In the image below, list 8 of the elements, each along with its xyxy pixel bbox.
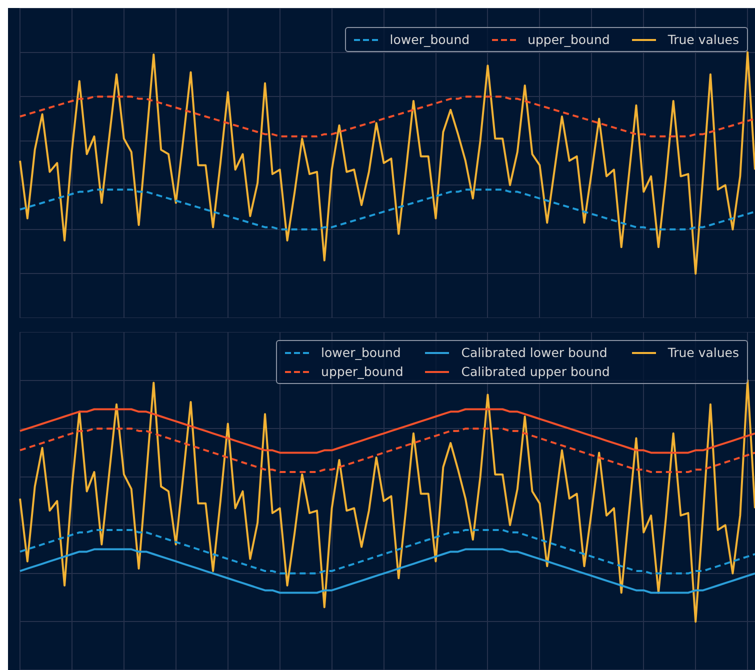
legend-label: Calibrated upper bound: [461, 364, 610, 379]
legend-label: True values: [668, 32, 739, 47]
legend-label: lower_bound: [390, 32, 470, 47]
legend-label: True values: [668, 345, 739, 360]
legend-label: Calibrated lower bound: [461, 345, 608, 360]
legend-label: upper_bound: [321, 364, 404, 379]
legend-label: lower_bound: [321, 345, 401, 360]
legend-label: upper_bound: [528, 32, 610, 47]
